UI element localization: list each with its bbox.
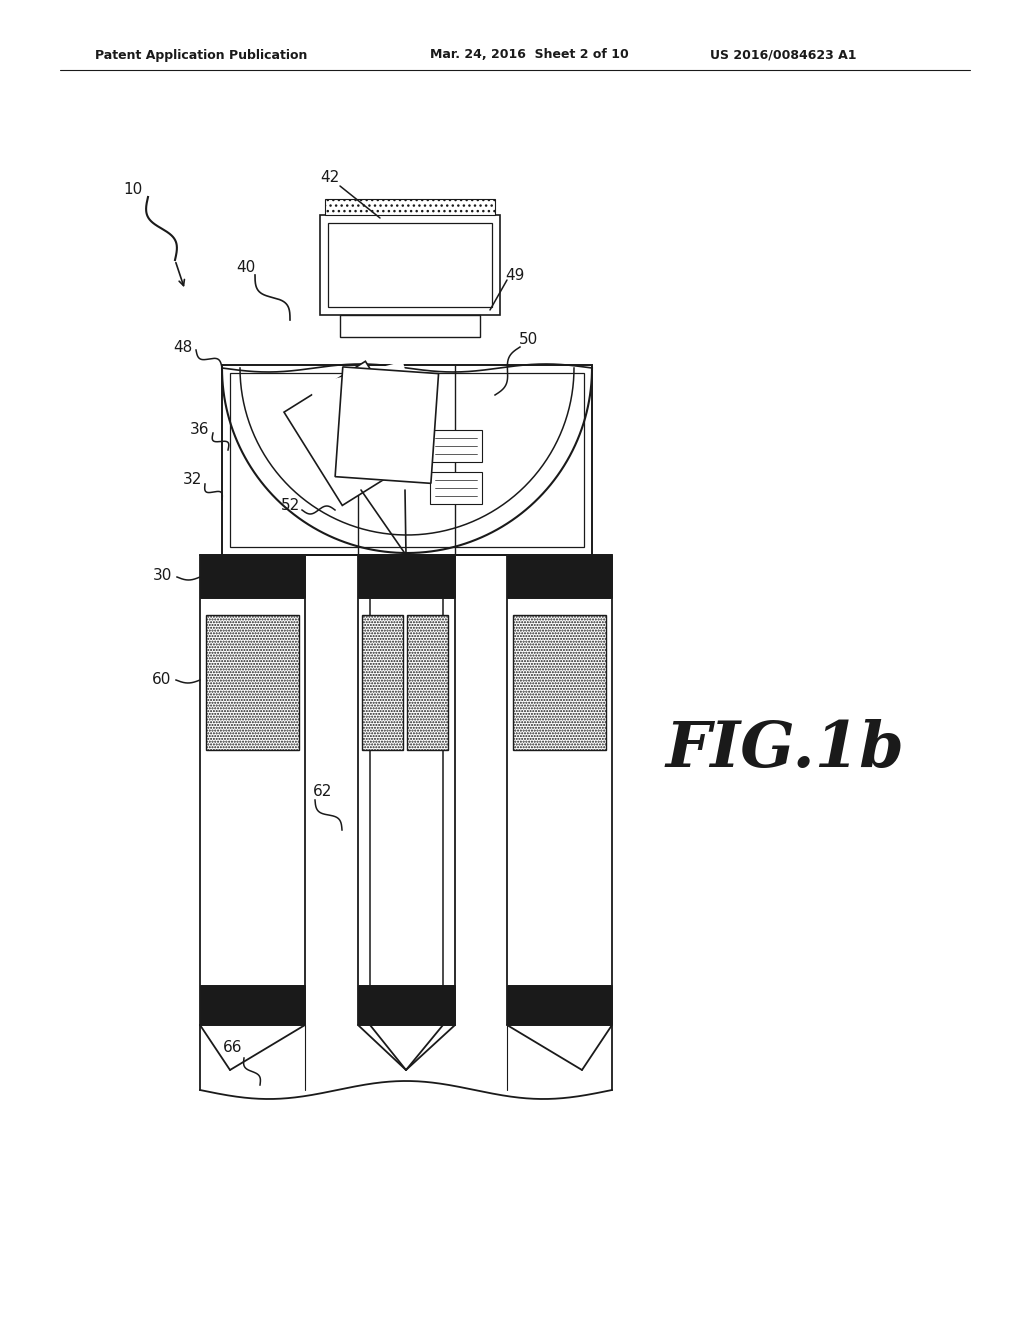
- Text: Mar. 24, 2016  Sheet 2 of 10: Mar. 24, 2016 Sheet 2 of 10: [430, 49, 629, 62]
- Bar: [362, 615, 403, 750]
- Bar: [507, 985, 612, 1026]
- Text: 48: 48: [173, 341, 193, 355]
- Bar: [513, 615, 606, 750]
- Text: 42: 42: [321, 170, 340, 186]
- Bar: [230, 374, 584, 546]
- Polygon shape: [284, 362, 424, 506]
- Text: 60: 60: [153, 672, 172, 688]
- Bar: [430, 473, 482, 504]
- Text: 62: 62: [313, 784, 333, 800]
- Bar: [358, 554, 455, 598]
- Polygon shape: [335, 367, 438, 483]
- Bar: [358, 985, 455, 1026]
- Bar: [507, 554, 612, 598]
- Bar: [206, 615, 299, 750]
- Text: 32: 32: [183, 473, 203, 487]
- Bar: [430, 430, 482, 462]
- Text: 66: 66: [223, 1040, 243, 1056]
- Text: Patent Application Publication: Patent Application Publication: [95, 49, 307, 62]
- Polygon shape: [310, 362, 430, 491]
- Bar: [200, 554, 305, 598]
- Bar: [340, 315, 480, 337]
- Bar: [328, 223, 492, 308]
- Bar: [319, 215, 500, 315]
- Text: 49: 49: [505, 268, 524, 282]
- Bar: [200, 985, 305, 1026]
- Text: 40: 40: [237, 260, 256, 275]
- Bar: [325, 199, 495, 215]
- Text: 36: 36: [190, 422, 210, 437]
- Text: US 2016/0084623 A1: US 2016/0084623 A1: [710, 49, 856, 62]
- Text: 50: 50: [518, 333, 538, 347]
- Text: 52: 52: [281, 498, 300, 512]
- Text: FIG.1b: FIG.1b: [665, 719, 904, 780]
- Bar: [222, 366, 592, 554]
- Text: 10: 10: [123, 182, 142, 198]
- Bar: [407, 615, 449, 750]
- Text: 30: 30: [154, 569, 173, 583]
